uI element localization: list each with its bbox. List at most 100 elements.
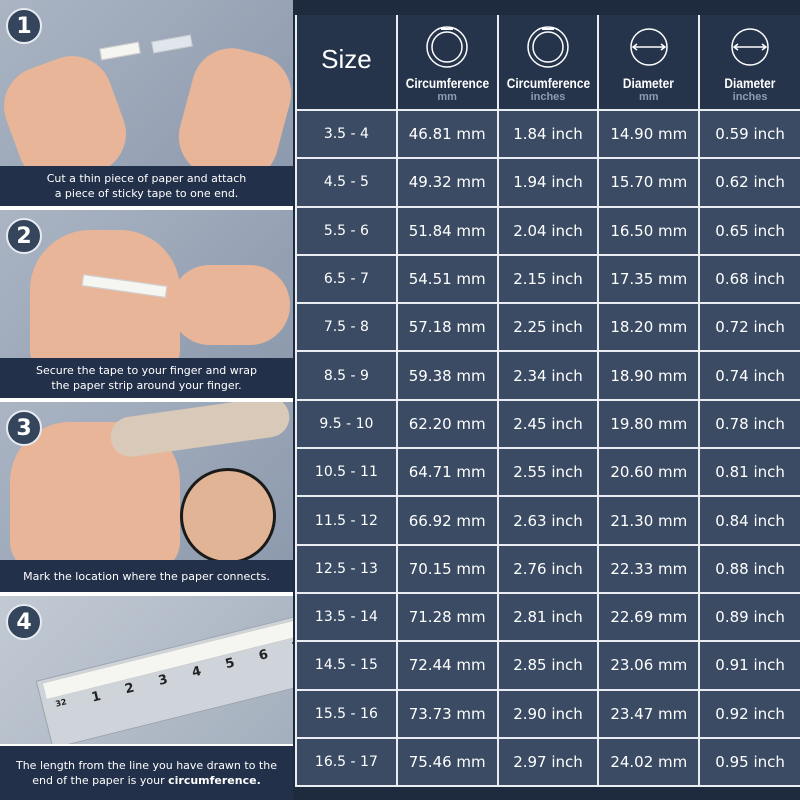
caption-line: a piece of sticky tape to one end. xyxy=(54,187,239,200)
step-4: 32 1 2 3 4 5 6 7 4 The length from the l… xyxy=(0,596,293,800)
caption-line: Secure the tape to your finger and wrap xyxy=(35,364,258,377)
ruler-number: 3 xyxy=(156,672,170,689)
header-unit: mm xyxy=(437,91,457,103)
cell-size: 15.5 - 16 xyxy=(295,689,398,739)
cell-circumference-inches: 2.63 inch xyxy=(496,496,600,546)
cell-size: 16.5 - 17 xyxy=(295,737,398,788)
cell-diameter-mm: 19.80 mm xyxy=(597,399,701,450)
cell-size: 11.5 - 12 xyxy=(295,496,398,546)
cell-size: 6.5 - 7 xyxy=(295,254,398,305)
caption-line: Mark the location where the paper connec… xyxy=(23,569,270,583)
cell-diameter-inches: 0.59 inch xyxy=(698,110,800,160)
cell-diameter-inches: 0.84 inch xyxy=(698,496,800,546)
table-row: 12.5 - 13 70.15 mm 2.76 inch 22.33 mm 0.88 i… xyxy=(295,544,800,594)
cell-circumference-mm: 72.44 mm xyxy=(395,641,499,691)
table-row: 16.5 - 17 75.46 mm 2.97 inch 24.02 mm 0.95 i… xyxy=(295,737,800,788)
step-2: 2 Secure the tape to your finger and wra… xyxy=(0,210,293,398)
cell-diameter-mm: 24.02 mm xyxy=(597,737,701,788)
step-3-photo xyxy=(0,402,293,560)
cell-size: 9.5 - 10 xyxy=(295,399,398,450)
cell-circumference-inches: 2.45 inch xyxy=(496,399,600,450)
step-caption: Secure the tape to your finger and wrap … xyxy=(0,358,293,398)
ring-diameter-icon xyxy=(731,28,769,66)
table-row: 9.5 - 10 62.20 mm 2.45 inch 19.80 mm 0.78 in… xyxy=(295,399,800,450)
cell-circumference-inches: 2.15 inch xyxy=(496,254,600,305)
cell-circumference-mm: 57.18 mm xyxy=(395,303,499,353)
cell-size: 4.5 - 5 xyxy=(295,158,398,208)
cell-circumference-inches: 1.94 inch xyxy=(496,158,600,208)
ruler-number: 6 xyxy=(257,647,270,664)
cell-diameter-mm: 20.60 mm xyxy=(597,448,701,498)
cell-diameter-mm: 18.90 mm xyxy=(597,351,701,401)
header-circumference-inches: Circumference inches xyxy=(496,15,600,111)
cell-circumference-inches: 2.25 inch xyxy=(496,303,600,353)
step-number-badge: 3 xyxy=(6,410,42,446)
cell-diameter-inches: 0.81 inch xyxy=(698,448,800,498)
instructions-panel: 1 Cut a thin piece of paper and attach a… xyxy=(0,0,293,800)
cell-size: 10.5 - 11 xyxy=(295,448,398,498)
step-caption: The length from the line you have drawn … xyxy=(0,746,293,800)
header-size: Size xyxy=(295,15,398,111)
header-unit: inches xyxy=(530,91,566,103)
ring-circumference-icon xyxy=(426,26,468,68)
caption-bold-word: circumference. xyxy=(168,774,261,787)
cell-size: 8.5 - 9 xyxy=(295,351,398,401)
header-title: Circumference xyxy=(506,75,590,91)
cell-circumference-mm: 54.51 mm xyxy=(395,254,499,305)
cell-diameter-mm: 16.50 mm xyxy=(597,206,701,256)
cell-circumference-inches: 2.76 inch xyxy=(496,544,600,594)
ring-circumference-icon xyxy=(527,26,569,68)
header-title: Diameter xyxy=(623,75,675,91)
table-header-row: Size Circumference mm Circumference inch… xyxy=(295,15,800,111)
cell-size: 7.5 - 8 xyxy=(295,303,398,353)
ruler-number: 5 xyxy=(223,655,237,673)
header-unit: inches xyxy=(732,91,768,103)
cell-diameter-mm: 21.30 mm xyxy=(597,496,701,546)
table-row: 15.5 - 16 73.73 mm 2.90 inch 23.47 mm 0.92 i… xyxy=(295,689,800,739)
cell-circumference-inches: 2.81 inch xyxy=(496,592,600,643)
ruler-number: 32 xyxy=(54,697,68,709)
step-number-badge: 4 xyxy=(6,604,42,640)
table-row: 13.5 - 14 71.28 mm 2.81 inch 22.69 mm 0.89 i… xyxy=(295,592,800,643)
cell-diameter-inches: 0.74 inch xyxy=(698,351,800,401)
ruler-number: 2 xyxy=(123,680,136,698)
table-row: 4.5 - 5 49.32 mm 1.94 inch 15.70 mm 0.62 inc… xyxy=(295,158,800,208)
ruler-number: 7 xyxy=(290,638,293,656)
step-1-photo xyxy=(0,0,293,166)
cell-circumference-inches: 2.85 inch xyxy=(496,641,600,691)
cell-diameter-mm: 23.47 mm xyxy=(597,689,701,739)
table-row: 10.5 - 11 64.71 mm 2.55 inch 20.60 mm 0.81 i… xyxy=(295,448,800,498)
step-number-badge: 1 xyxy=(6,8,42,44)
cell-circumference-mm: 59.38 mm xyxy=(395,351,499,401)
cell-diameter-inches: 0.95 inch xyxy=(698,737,800,788)
cell-circumference-inches: 2.55 inch xyxy=(496,448,600,498)
cell-size: 14.5 - 15 xyxy=(295,641,398,691)
cell-diameter-mm: 23.06 mm xyxy=(597,641,701,691)
cell-circumference-mm: 64.71 mm xyxy=(395,448,499,498)
table-row: 11.5 - 12 66.92 mm 2.63 inch 21.30 mm 0.84 i… xyxy=(295,496,800,546)
table-row: 14.5 - 15 72.44 mm 2.85 inch 23.06 mm 0.91 i… xyxy=(295,641,800,691)
cell-circumference-mm: 71.28 mm xyxy=(395,592,499,643)
ring-size-table: Size Circumference mm Circumference inch… xyxy=(295,15,800,788)
cell-circumference-mm: 62.20 mm xyxy=(395,399,499,450)
cell-diameter-inches: 0.88 inch xyxy=(698,544,800,594)
ring-diameter-icon xyxy=(630,28,668,66)
cell-circumference-inches: 1.84 inch xyxy=(496,110,600,160)
step-4-photo: 32 1 2 3 4 5 6 7 xyxy=(0,596,293,744)
cell-size: 13.5 - 14 xyxy=(295,592,398,643)
cell-circumference-mm: 70.15 mm xyxy=(395,544,499,594)
cell-diameter-inches: 0.72 inch xyxy=(698,303,800,353)
cell-circumference-inches: 2.34 inch xyxy=(496,351,600,401)
header-unit: mm xyxy=(639,91,659,103)
cell-circumference-mm: 46.81 mm xyxy=(395,110,499,160)
step-number-badge: 2 xyxy=(6,218,42,254)
cell-diameter-inches: 0.65 inch xyxy=(698,206,800,256)
step-caption: Cut a thin piece of paper and attach a p… xyxy=(0,166,293,206)
cell-circumference-mm: 66.92 mm xyxy=(395,496,499,546)
cell-diameter-mm: 15.70 mm xyxy=(597,158,701,208)
table-row: 6.5 - 7 54.51 mm 2.15 inch 17.35 mm 0.68 inc… xyxy=(295,254,800,305)
step-2-photo xyxy=(0,210,293,358)
step-1: 1 Cut a thin piece of paper and attach a… xyxy=(0,0,293,206)
step-caption: Mark the location where the paper connec… xyxy=(0,560,293,592)
caption-line: Cut a thin piece of paper and attach xyxy=(46,172,247,185)
